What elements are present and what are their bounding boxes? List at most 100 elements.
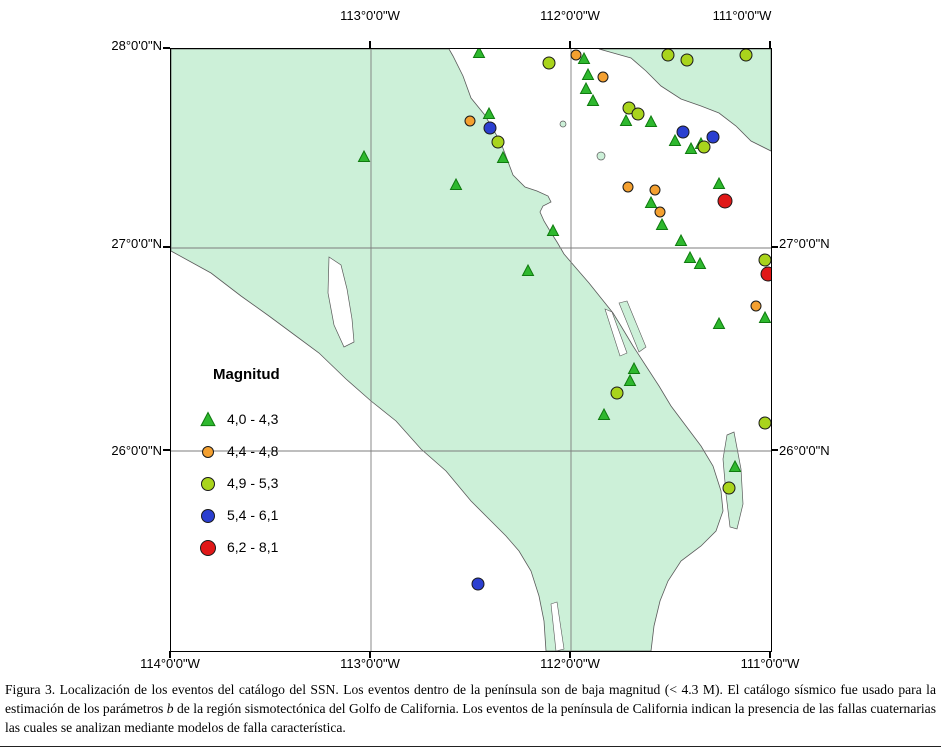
axis-label-top-113w: 113°0'0"W [340,8,400,23]
event-marker-m40_43 [683,250,697,263]
event-marker-m49_53 [680,53,694,67]
legend-item-m62_81: 6,2 - 8,1 [193,531,353,563]
event-marker-m44_48 [649,184,661,196]
event-marker-m49_53 [610,386,624,400]
tick-bottom-114w [169,651,171,658]
landmass-mainland [598,49,771,152]
tick-top-111w [769,41,771,48]
legend-item-m54_61: 5,4 - 6,1 [193,499,353,531]
caption-text-1: Figura 3. Localización de los eventos de… [5,682,936,716]
event-marker-m40_43 [619,113,633,126]
tick-bottom-112w [569,651,571,658]
axis-label-bottom-114w: 114°0'0"W [140,656,200,671]
event-marker-m40_43 [655,217,669,230]
event-marker-m40_43 [496,150,510,163]
axis-label-bottom-111w: 111°0'0"W [740,656,800,671]
event-marker-m40_43 [472,49,486,58]
event-marker-m40_43 [674,233,688,246]
event-marker-m40_43 [482,106,496,119]
axis-label-bottom-113w: 113°0'0"W [340,656,400,671]
events-layer [357,49,771,591]
bay-inlet [604,308,628,357]
legend-item-label: 6,2 - 8,1 [227,539,279,555]
event-marker-m40_43 [581,67,595,80]
legend-item-label: 4,9 - 5,3 [227,475,279,491]
legend-circle-icon [200,540,216,556]
event-marker-m44_48 [654,206,666,218]
event-marker-m62_81 [760,266,771,282]
event-marker-m49_53 [758,416,771,430]
event-marker-m40_43 [449,177,463,190]
legend-item-label: 4,4 - 4,8 [227,443,279,459]
event-marker-m40_43 [357,149,371,162]
figure-caption: Figura 3. Localización de los eventos de… [5,681,936,737]
island-small-1 [596,151,606,161]
lagoon [327,256,355,348]
event-marker-m40_43 [758,310,771,323]
coastal-lagoon [550,601,565,651]
event-marker-m62_81 [717,193,733,209]
event-marker-m40_43 [627,361,641,374]
event-marker-m54_61 [676,125,690,139]
legend-circle-icon [201,509,215,523]
event-marker-m40_43 [644,114,658,127]
event-marker-m49_53 [631,107,645,121]
event-marker-m49_53 [542,56,556,70]
event-marker-m40_43 [712,176,726,189]
axis-label-left-26n: 26°0'0"N [111,443,162,458]
event-marker-m40_43 [546,223,560,236]
tick-left-26n [163,449,170,451]
legend-item-m49_53: 4,9 - 5,3 [193,467,353,499]
axis-label-right-26n: 26°0'0"N [779,443,830,458]
legend-circle-icon [202,446,214,458]
island-small-2 [559,120,567,128]
legend-item-label: 4,0 - 4,3 [227,411,279,427]
event-marker-m54_61 [483,121,497,135]
event-marker-m44_48 [464,115,476,127]
event-marker-m40_43 [668,133,682,146]
axis-label-bottom-112w: 112°0'0"W [540,656,600,671]
tick-left-27n [163,246,170,248]
axis-label-left-28n: 28°0'0"N [111,38,162,53]
event-marker-m40_43 [623,373,637,386]
legend-item-m44_48: 4,4 - 4,8 [193,435,353,467]
event-marker-m40_43 [577,51,591,64]
bottom-rule [0,746,941,747]
legend-item-label: 5,4 - 6,1 [227,507,279,523]
event-marker-m40_43 [684,141,698,154]
legend-triangle-icon [200,411,216,427]
event-marker-m40_43 [586,93,600,106]
tick-top-112w [569,41,571,48]
event-marker-m49_53 [661,49,675,62]
event-marker-m49_53 [722,481,736,495]
tick-top-113w [369,41,371,48]
event-marker-m49_53 [622,101,636,115]
map-canvas [171,49,771,651]
caption-italic-b: b [166,700,174,716]
landmass-baja-peninsula [171,49,724,651]
tick-bottom-111w [769,651,771,658]
legend-item-m40_43: 4,0 - 4,3 [193,403,353,435]
event-marker-m44_48 [570,49,582,61]
tick-right-26n [771,449,778,451]
axis-label-right-27n: 27°0'0"N [779,236,830,251]
event-marker-m49_53 [739,49,753,62]
event-marker-m40_43 [579,81,593,94]
axis-label-top-112w: 112°0'0"W [540,8,600,23]
axis-label-top-111w: 111°0'0"W [712,8,772,23]
legend: Magnitud 4,0 - 4,3 4,4 - 4,8 4,9 - 5,3 5,4 … [193,366,353,563]
event-marker-m40_43 [728,459,742,472]
event-marker-m49_53 [758,253,771,267]
axis-label-left-27n: 27°0'0"N [111,236,162,251]
event-marker-m54_61 [706,130,720,144]
event-marker-m44_48 [750,300,762,312]
event-marker-m44_48 [597,71,609,83]
caption-text-2: de la región sismotectónica del Golfo de… [5,700,936,735]
event-marker-m49_53 [491,135,505,149]
concepcion-finger [618,300,647,353]
graticule [171,49,771,651]
tick-bottom-113w [369,651,371,658]
tick-left-28n [163,47,170,49]
event-marker-m54_61 [471,577,485,591]
